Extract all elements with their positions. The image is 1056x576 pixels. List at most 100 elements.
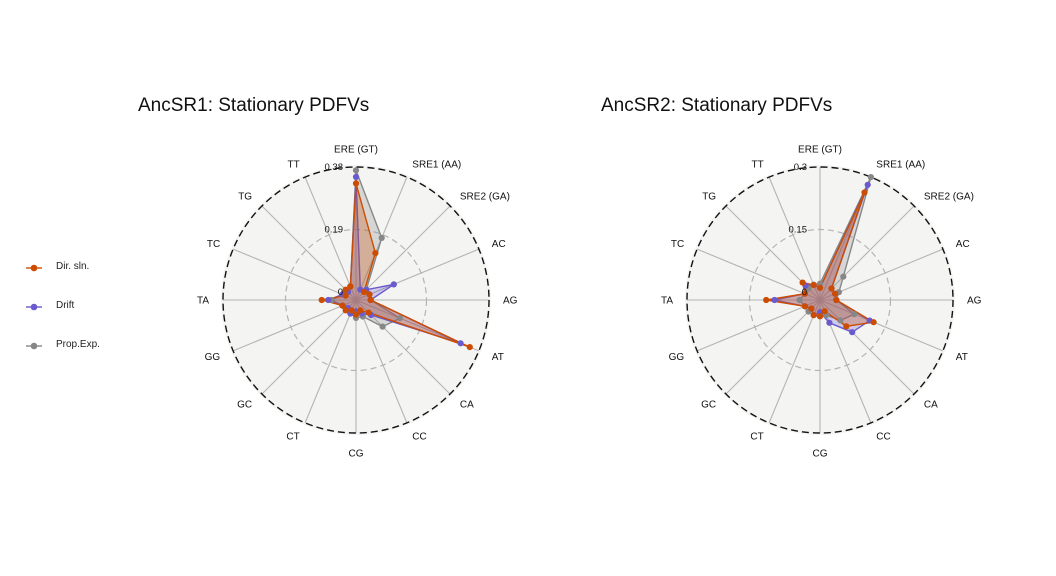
tick-label-2: 0.15 — [789, 225, 808, 236]
point-dir-sln-cg — [352, 311, 360, 318]
point-dir-sln-ere-gt — [816, 284, 824, 291]
point-prop-exp-ere-gt — [352, 167, 360, 174]
axis-label-gc: GC — [701, 399, 716, 410]
axis-label-ag: AG — [503, 296, 518, 307]
point-dir-sln-ct — [810, 312, 817, 319]
point-dir-sln-cg — [816, 313, 824, 320]
spoke-cc — [355, 299, 408, 424]
point-dir-sln-ac — [366, 291, 373, 298]
legend-label-prop-exp: Prop.Exp. — [56, 339, 100, 350]
spoke-sre2-ga — [819, 205, 915, 301]
spoke-at — [819, 299, 944, 352]
axis-label-ca: CA — [924, 399, 938, 410]
point-drift-ta — [325, 296, 332, 304]
axis-label-sre1-aa: SRE1 (AA) — [876, 160, 925, 171]
axis-label-tg: TG — [702, 192, 716, 203]
axis-label-cg: CG — [813, 449, 828, 460]
point-dir-sln-at — [466, 344, 473, 351]
point-dir-sln-tc — [801, 290, 809, 297]
radar-panel-1: AncSR1: Stationary PDFVs ERE (GT) SRE1 (AA… — [138, 95, 518, 460]
point-dir-sln-ta — [318, 296, 325, 304]
axis-label-ca: CA — [460, 399, 474, 410]
point-drift-ta — [771, 296, 778, 304]
tick-label-2: 0.19 — [325, 225, 344, 236]
point-dir-sln-tt — [810, 281, 817, 288]
spoke-tg — [261, 205, 357, 301]
point-dir-sln-gg — [801, 303, 809, 310]
legend-item-dir-sln: Dir. sln. — [26, 258, 146, 297]
point-drift-sre1-aa — [864, 181, 871, 188]
spoke-gg — [232, 299, 357, 352]
point-prop-exp-ca — [379, 323, 386, 330]
spoke-gc — [261, 299, 357, 395]
legend-label-drift: Drift — [56, 300, 75, 311]
legend-swatch-dir-sln — [26, 264, 42, 272]
axis-label-cc: CC — [876, 431, 890, 442]
axis-label-ere-gt: ERE (GT) — [798, 145, 842, 156]
point-dir-sln-tg — [342, 286, 349, 293]
point-dir-sln-ta — [763, 296, 770, 304]
point-dir-sln-sre1-aa — [861, 189, 868, 196]
axis-label-ere-gt: ERE (GT) — [334, 145, 378, 156]
point-dir-sln-gg — [339, 302, 346, 309]
axis-label-gc: GC — [237, 399, 252, 410]
point-drift-at — [457, 340, 464, 347]
axis-label-sre2-ga: SRE2 (GA) — [924, 192, 974, 203]
tick-label-1: 0 — [338, 287, 343, 298]
point-dir-sln-ere-gt — [352, 180, 360, 187]
axis-label-tc: TC — [207, 239, 220, 250]
spoke-ct — [768, 299, 821, 424]
axis-label-sre1-aa: SRE1 (AA) — [412, 160, 461, 171]
spoke-gc — [725, 299, 821, 395]
axis-label-sre2-ga: SRE2 (GA) — [460, 192, 510, 203]
point-dir-sln-ca — [365, 309, 372, 316]
point-drift-ca — [849, 329, 856, 336]
point-dir-sln-ct — [348, 307, 355, 314]
axis-label-ct: CT — [750, 431, 763, 442]
point-dir-sln-tg — [799, 279, 806, 286]
radar-panel-2: AncSR2: Stationary PDFVs ERE (GT) SRE1 (AA… — [601, 95, 982, 460]
point-drift-ac — [390, 281, 397, 288]
spoke-tc — [696, 248, 821, 301]
point-prop-exp-ta — [796, 296, 803, 304]
spoke-ct — [304, 299, 357, 424]
point-dir-sln-gc — [808, 305, 815, 312]
point-dir-sln-tc — [342, 292, 349, 299]
tick-label-1: 0 — [802, 287, 807, 298]
axis-label-ac: AC — [956, 239, 970, 250]
axis-label-at: AT — [956, 352, 968, 363]
point-dir-sln-ag — [367, 296, 374, 304]
axis-label-ag: AG — [967, 296, 982, 307]
axis-label-tt: TT — [287, 160, 299, 171]
point-dir-sln-at — [870, 319, 877, 326]
legend-swatch-drift — [26, 303, 42, 311]
axis-label-cc: CC — [412, 431, 426, 442]
spoke-tc — [232, 248, 357, 301]
point-prop-exp-at — [851, 311, 858, 318]
axis-label-tg: TG — [238, 192, 252, 203]
point-dir-sln-sre2-ga — [828, 285, 835, 292]
outer-ring — [222, 166, 490, 434]
axis-label-ac: AC — [492, 239, 506, 250]
point-dir-sln-sre2-ga — [360, 288, 368, 296]
point-dir-sln-ag — [833, 296, 840, 304]
legend-swatch-prop-exp — [26, 342, 42, 350]
chart-title-2: AncSR2: Stationary PDFVs — [601, 95, 832, 116]
tick-label-3: 0.3 — [794, 162, 807, 173]
point-dir-sln-ca — [843, 323, 850, 330]
legend: Dir. sln. Drift Prop.Exp. — [26, 258, 146, 375]
point-drift-ere-gt — [352, 173, 360, 180]
spoke-ac — [355, 248, 480, 301]
axis-label-gg: GG — [205, 352, 221, 363]
tick-label-3: 0.38 — [325, 162, 344, 173]
chart-title-1: AncSR1: Stationary PDFVs — [138, 95, 369, 116]
point-prop-exp-sre1-aa — [867, 174, 875, 181]
axis-label-tt: TT — [751, 160, 763, 171]
legend-item-drift: Drift — [26, 297, 146, 336]
point-dir-sln-gc — [342, 307, 349, 314]
axis-label-tc: TC — [671, 239, 684, 250]
point-dir-sln-ac — [832, 290, 839, 297]
spoke-tt — [304, 176, 357, 301]
outer-ring — [686, 166, 954, 434]
